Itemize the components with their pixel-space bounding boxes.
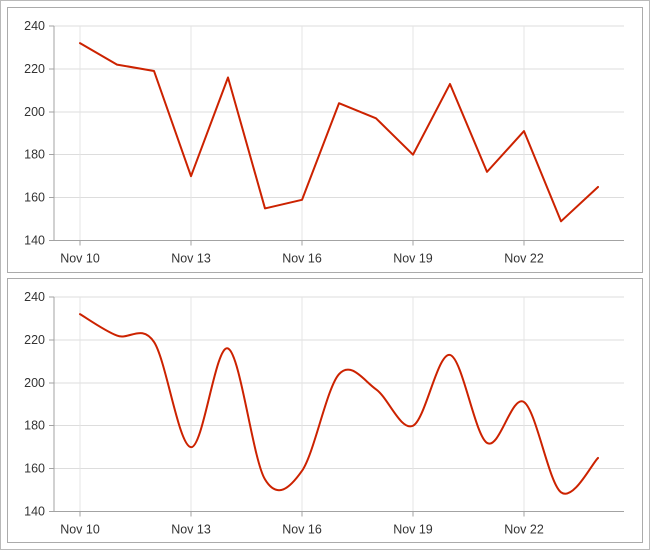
spline-chart-panel: 140 160 180 200 220 240 Nov 10 Nov 13 Nov 16 Nov … [7, 277, 643, 543]
line-series-path [79, 42, 599, 223]
x-tick-label: Nov 19 [393, 522, 433, 536]
y-tick-label: 200 [24, 375, 45, 389]
x-tick-label: Nov 13 [171, 522, 211, 536]
y-tick-label: 240 [24, 19, 45, 33]
x-tick-label: Nov 13 [171, 252, 211, 266]
y-tick-label: 140 [24, 504, 45, 518]
y-tick-label: 220 [24, 62, 45, 76]
x-tick-label: Nov 10 [60, 252, 100, 266]
y-tick-label: 240 [24, 289, 45, 303]
spline-series-path [79, 312, 599, 495]
line-chart-panel: 140 160 180 200 220 240 Nov 10 Nov 13 Nov 16 Nov … [7, 7, 643, 273]
line-chart: 140 160 180 200 220 240 Nov 10 Nov 13 Nov 16 Nov … [24, 19, 624, 266]
x-tick-label: Nov 10 [60, 522, 100, 536]
x-tick-label: Nov 22 [504, 252, 544, 266]
y-tick-label: 180 [24, 148, 45, 162]
y-tick-label: 200 [24, 105, 45, 119]
x-tick-label: Nov 19 [393, 252, 433, 266]
y-tick-label: 140 [24, 234, 45, 248]
x-tick-label: Nov 16 [282, 522, 322, 536]
y-tick-label: 160 [24, 191, 45, 205]
y-tick-label: 180 [24, 418, 45, 432]
spline-chart: 140 160 180 200 220 240 Nov 10 Nov 13 Nov 16 Nov … [24, 289, 624, 536]
x-tick-label: Nov 16 [282, 252, 322, 266]
x-tick-label: Nov 22 [504, 522, 544, 536]
y-tick-label: 160 [24, 461, 45, 475]
y-tick-label: 220 [24, 332, 45, 346]
